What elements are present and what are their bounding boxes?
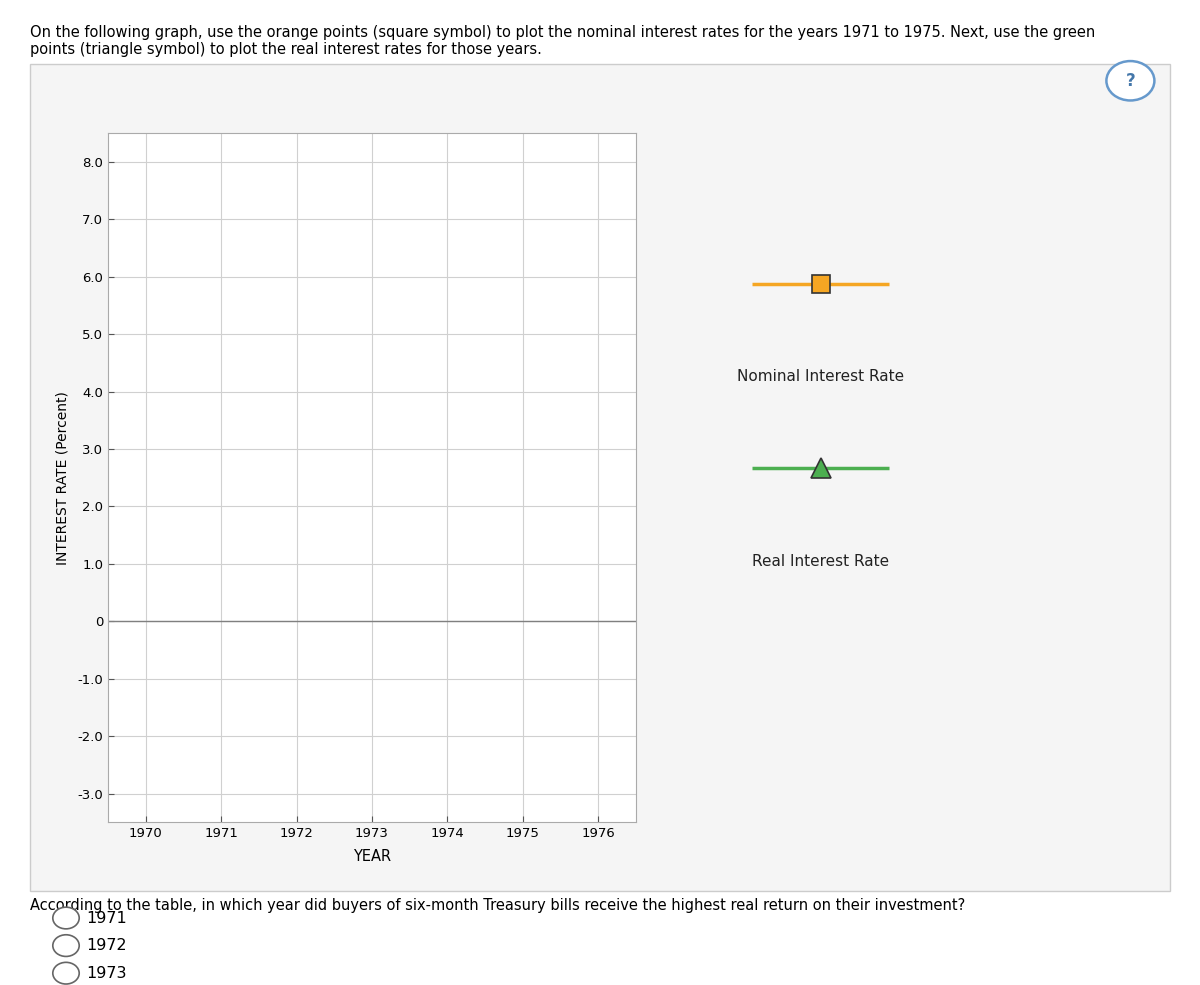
Text: Real Interest Rate: Real Interest Rate [752,554,889,568]
Text: 1973: 1973 [86,965,127,981]
Text: ?: ? [1126,72,1135,90]
Y-axis label: INTEREST RATE (Percent): INTEREST RATE (Percent) [55,391,70,564]
Text: On the following graph, use the orange points (square symbol) to plot the nomina: On the following graph, use the orange p… [30,25,1096,39]
Text: points (triangle symbol) to plot the real interest rates for those years.: points (triangle symbol) to plot the rea… [30,42,542,57]
X-axis label: YEAR: YEAR [353,849,391,864]
Text: 1972: 1972 [86,938,127,953]
Text: 1971: 1971 [86,910,127,926]
Text: Nominal Interest Rate: Nominal Interest Rate [737,369,905,384]
Text: According to the table, in which year did buyers of six-month Treasury bills rec: According to the table, in which year di… [30,898,965,913]
